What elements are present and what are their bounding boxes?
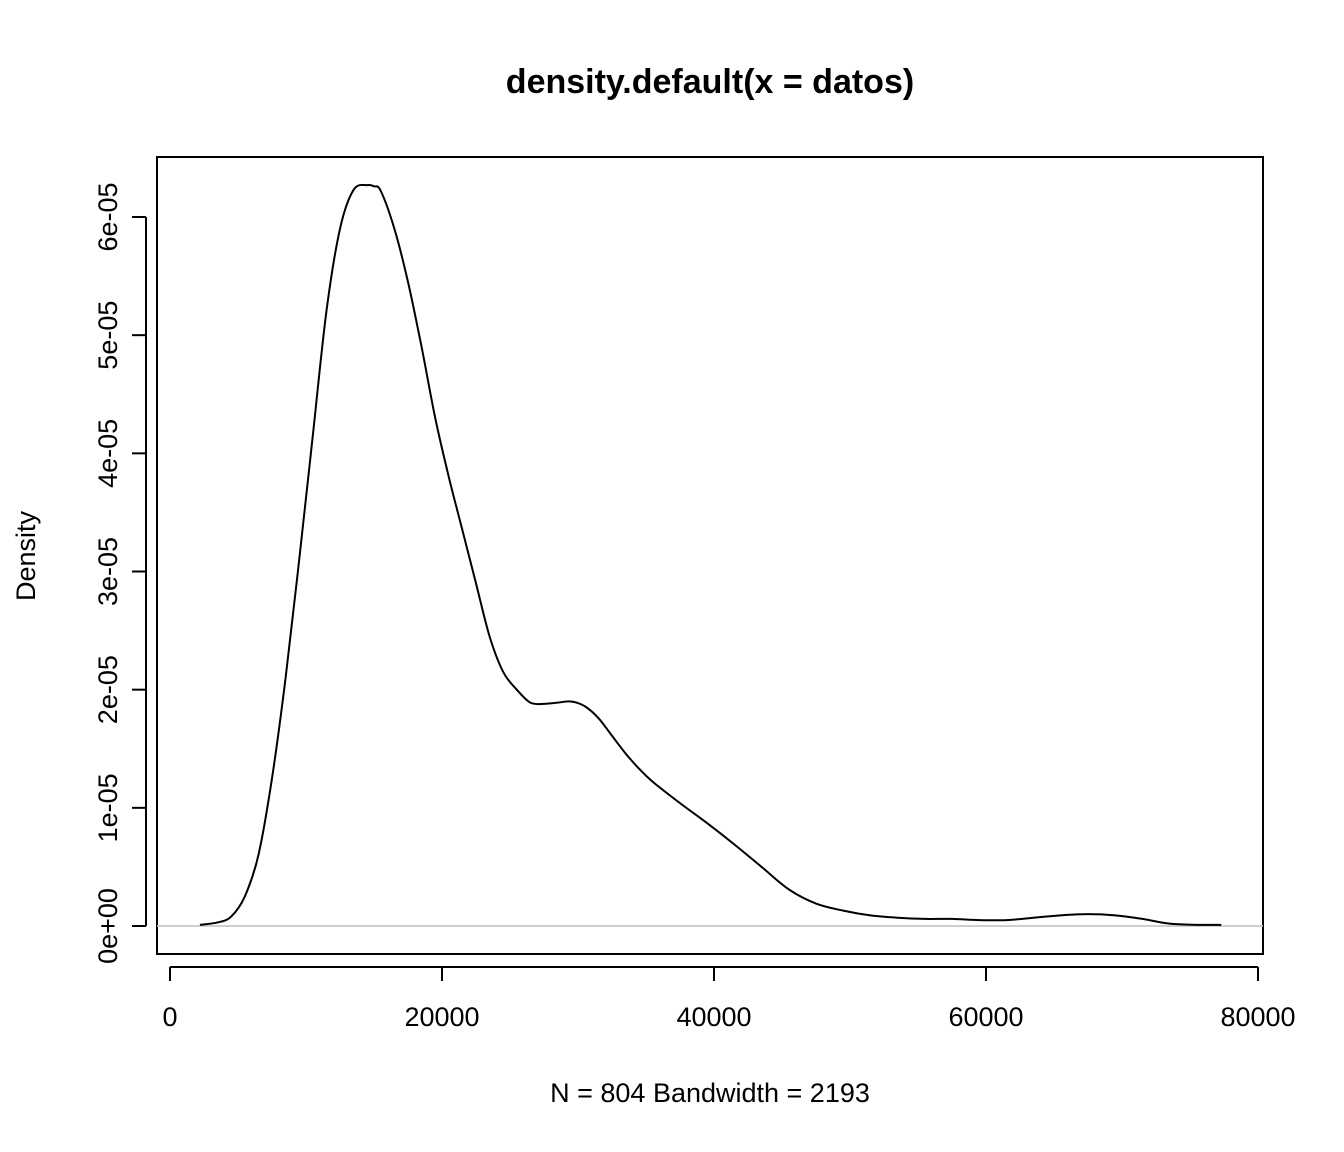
x-tick-label: 0 bbox=[162, 1002, 177, 1032]
y-tick-label: 4e-05 bbox=[93, 419, 123, 488]
y-tick-label: 3e-05 bbox=[93, 537, 123, 606]
y-tick-label: 5e-05 bbox=[93, 301, 123, 370]
y-tick-label: 0e+00 bbox=[93, 888, 123, 964]
x-tick-label: 60000 bbox=[948, 1002, 1023, 1032]
y-axis: 0e+00 1e-05 2e-05 3e-05 4e-05 5e-05 6e-05 bbox=[93, 182, 147, 964]
x-axis-label: N = 804 Bandwidth = 2193 bbox=[550, 1078, 870, 1108]
y-tick-label: 6e-05 bbox=[93, 182, 123, 251]
x-tick-label: 20000 bbox=[404, 1002, 479, 1032]
x-tick-label: 40000 bbox=[676, 1002, 751, 1032]
x-tick-label: 80000 bbox=[1220, 1002, 1295, 1032]
y-tick-label: 1e-05 bbox=[93, 773, 123, 842]
y-axis-label: Density bbox=[11, 510, 41, 601]
plot-frame bbox=[156, 156, 1264, 955]
y-tick-label: 2e-05 bbox=[93, 655, 123, 724]
chart-title: density.default(x = datos) bbox=[506, 63, 914, 101]
x-axis: 0 20000 40000 60000 80000 bbox=[162, 966, 1296, 1032]
density-curve bbox=[199, 183, 1222, 926]
